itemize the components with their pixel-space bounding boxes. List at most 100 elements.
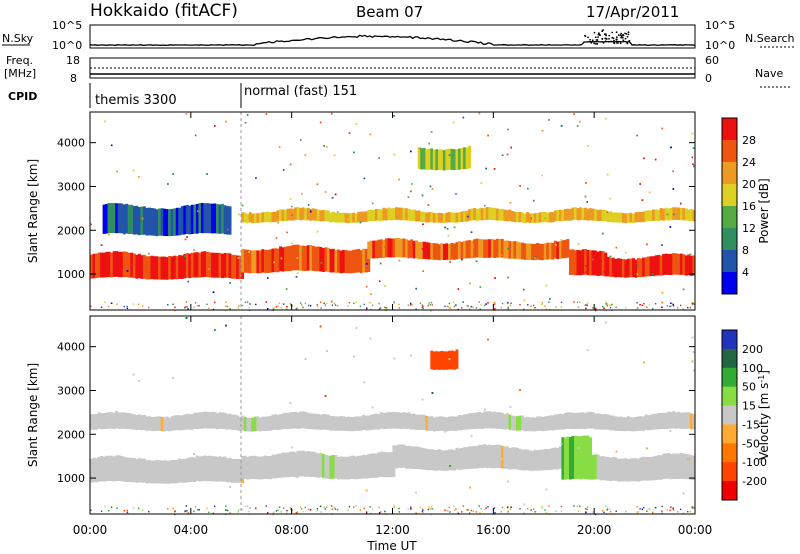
data-cell	[384, 512, 386, 514]
data-cell	[616, 258, 620, 278]
data-cell	[429, 508, 431, 510]
data-cell	[576, 125, 579, 127]
data-cell	[534, 307, 536, 309]
x-tick-label: 12:00	[375, 523, 410, 537]
data-cell	[498, 412, 502, 429]
data-cell	[541, 244, 545, 261]
data-cell	[585, 307, 587, 310]
data-cell	[344, 213, 348, 223]
data-cell	[487, 134, 489, 137]
data-cell	[334, 416, 338, 431]
data-cell	[339, 212, 343, 223]
data-cell	[369, 453, 373, 478]
data-cell	[150, 208, 154, 236]
data-cell	[372, 209, 376, 222]
data-cell	[649, 414, 653, 430]
data-cell	[272, 512, 275, 514]
data-cell	[319, 247, 323, 272]
data-cell	[282, 507, 285, 509]
data-cell	[480, 182, 483, 184]
data-cell	[163, 208, 166, 236]
data-cell	[246, 417, 250, 432]
data-cell	[319, 505, 322, 507]
data-cell	[301, 192, 303, 195]
data-cell	[569, 437, 572, 480]
data-cell	[211, 203, 214, 234]
data-cell	[174, 510, 176, 513]
data-cell	[184, 510, 187, 512]
data-cell	[258, 250, 262, 274]
data-cell	[218, 204, 222, 234]
data-cell	[223, 412, 227, 429]
nsearch-point	[604, 37, 607, 40]
data-cell	[534, 255, 537, 258]
data-cell	[302, 249, 304, 251]
data-cell	[530, 509, 532, 511]
data-cell	[289, 508, 292, 510]
data-cell	[286, 452, 290, 478]
data-cell	[301, 207, 305, 220]
data-cell	[553, 210, 557, 222]
data-cell	[673, 509, 675, 511]
data-cell	[208, 455, 212, 482]
data-cell	[435, 450, 439, 471]
data-cell	[301, 508, 303, 510]
data-cell	[185, 113, 188, 115]
data-cell	[493, 445, 497, 469]
data-cell	[519, 389, 521, 391]
data-cell	[208, 511, 210, 513]
data-cell	[377, 239, 381, 258]
data-cell	[190, 252, 194, 278]
data-cell	[395, 412, 398, 429]
data-cell	[311, 208, 315, 221]
data-cell	[324, 304, 326, 306]
data-cell	[543, 211, 547, 223]
data-cell	[251, 455, 255, 479]
data-cell	[228, 253, 232, 278]
y-tick-label: 1000	[57, 268, 85, 281]
data-cell	[644, 210, 648, 222]
data-cell	[279, 246, 282, 272]
data-cell	[208, 252, 212, 278]
data-cell	[692, 506, 695, 508]
data-cell	[334, 508, 337, 510]
velocity-colorbar-label: Velocity [m s-1]	[757, 370, 772, 460]
data-cell	[521, 242, 524, 260]
data-cell	[639, 212, 643, 223]
data-cell	[311, 413, 315, 430]
data-cell	[395, 445, 398, 469]
data-cell	[458, 212, 461, 223]
data-cell	[528, 243, 532, 260]
data-cell	[586, 508, 588, 511]
data-cell	[367, 248, 371, 272]
data-cell	[523, 503, 526, 506]
data-cell	[273, 261, 275, 264]
data-cell	[463, 240, 466, 259]
data-cell	[467, 305, 469, 307]
data-cell	[531, 213, 534, 223]
data-cell	[280, 257, 283, 260]
data-cell	[165, 209, 169, 237]
freq-label: Freq.	[6, 54, 33, 67]
data-cell	[629, 417, 633, 432]
data-cell	[390, 208, 393, 221]
data-cell	[576, 436, 580, 479]
data-cell	[221, 253, 224, 279]
data-cell	[429, 185, 432, 188]
data-cell	[500, 445, 504, 469]
data-cell	[589, 437, 592, 480]
data-cell	[549, 298, 551, 300]
nsearch-point	[612, 37, 615, 40]
data-cell	[460, 148, 464, 170]
data-cell	[609, 257, 613, 277]
data-cell	[185, 413, 189, 430]
data-cell	[170, 208, 174, 236]
data-cell	[266, 250, 270, 273]
data-cell	[599, 209, 603, 221]
data-cell	[175, 459, 179, 484]
data-cell	[213, 252, 217, 278]
data-cell	[412, 209, 416, 221]
data-cell	[485, 207, 489, 220]
data-cell	[296, 450, 300, 477]
data-cell	[301, 411, 305, 429]
